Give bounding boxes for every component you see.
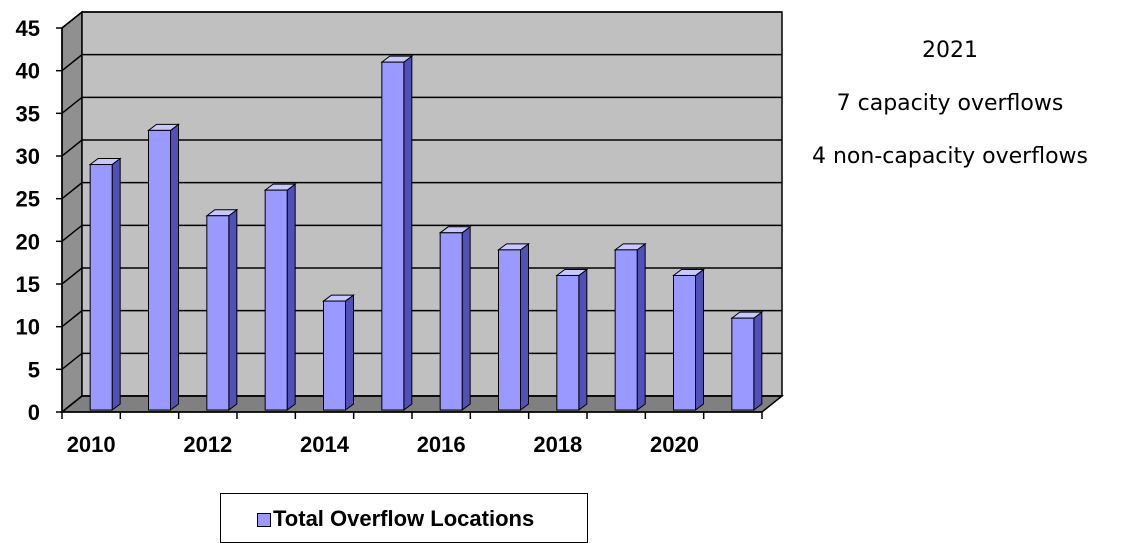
chart-side-wall — [61, 10, 83, 414]
y-tick-label: 35 — [16, 101, 40, 126]
axes — [61, 28, 763, 419]
y-tick-label: 20 — [16, 229, 40, 254]
y-tick-label: 5 — [28, 357, 40, 382]
bar-2010 — [88, 157, 122, 411]
x-tick-label: 2012 — [183, 432, 232, 457]
bar-2012 — [205, 208, 239, 411]
gridline — [61, 352, 782, 370]
bar-2011 — [146, 123, 181, 411]
bar-2015 — [380, 55, 414, 411]
bar-2020 — [672, 268, 705, 411]
annotation-capacity: 7 capacity overflows — [836, 91, 1064, 116]
x-tick-label: 2018 — [533, 432, 582, 457]
bar-2013 — [263, 183, 297, 411]
legend-label: Total Overflow Locations — [273, 506, 535, 531]
x-tick-label: 2014 — [300, 432, 350, 457]
bars — [88, 55, 764, 411]
gridline — [61, 11, 782, 29]
gridline — [61, 96, 782, 114]
y-tick-label: 15 — [16, 272, 40, 297]
bar-2021 — [730, 311, 764, 411]
annotation-year: 2021 — [922, 38, 978, 63]
bar-2019 — [613, 242, 647, 411]
y-tick-label: 40 — [16, 59, 40, 84]
gridline — [61, 309, 782, 328]
gridline — [61, 267, 782, 285]
bar-2016 — [438, 225, 472, 411]
y-tick-label: 30 — [16, 144, 40, 169]
gridline — [61, 139, 782, 157]
bar-2018 — [555, 268, 589, 411]
gridline — [61, 181, 782, 200]
y-tick-labels: 0 5 10 15 20 25 30 35 40 45 — [16, 16, 40, 425]
gridline — [61, 395, 782, 413]
gridlines — [56, 11, 782, 413]
y-tick-label: 45 — [16, 16, 40, 41]
x-tick-label: 2010 — [67, 432, 116, 457]
gridline — [61, 224, 782, 242]
x-tick-label: 2016 — [417, 432, 466, 457]
y-tick-label: 10 — [16, 315, 40, 340]
gridline — [61, 53, 782, 72]
legend: Total Overflow Locations — [220, 493, 588, 543]
x-tick-labels: 2010 2012 2014 2016 2018 2020 — [67, 432, 699, 457]
annotation-non-capacity: 4 non-capacity overflows — [812, 144, 1088, 169]
bar-2014 — [322, 294, 355, 411]
y-tick-label: 0 — [28, 400, 40, 425]
bar-2017 — [497, 242, 530, 411]
y-tick-label: 25 — [16, 187, 40, 212]
legend-swatch — [257, 513, 271, 527]
x-tick-label: 2020 — [650, 432, 699, 457]
